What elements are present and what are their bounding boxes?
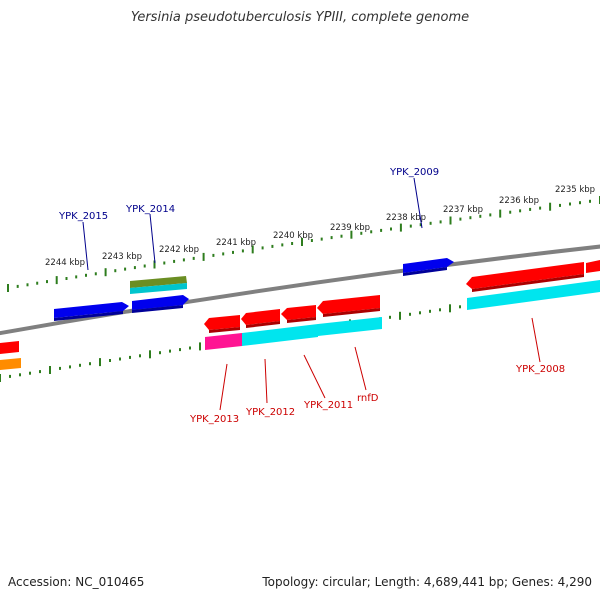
label-leader-lines	[82, 177, 541, 411]
map-title: Yersinia pseudotuberculosis YPIII, compl…	[130, 10, 470, 25]
gene-feature-rnfd-cyan[interactable]	[318, 317, 382, 336]
ruler-tick-label: 2240 kbp	[273, 231, 313, 241]
gene-feature-ypk-2012-cyan[interactable]	[242, 324, 318, 346]
ruler-tick-label: 2236 kbp	[499, 196, 539, 206]
gene-feature-ypk-2012-shadow	[246, 321, 280, 328]
gene-feature-ypk-2011-shadow	[287, 317, 316, 323]
gene-feature-ypk-2013-shadow	[209, 327, 240, 333]
ruler-tick-label: 2238 kbp	[386, 213, 426, 223]
gene-feature-ypk-2009[interactable]	[403, 258, 454, 273]
gene-label-forward[interactable]: YPK_2015	[58, 211, 108, 222]
gene-feature-rnfd[interactable]	[317, 295, 380, 314]
genome-backbone	[0, 244, 600, 336]
gene-label-forward[interactable]: YPK_2014	[125, 204, 175, 215]
gene-feature-ypk-2014-blue-shadow	[132, 305, 183, 313]
accession-text: Accession: NC_010465	[8, 575, 145, 589]
reverse-features	[0, 260, 600, 370]
ruler-tick-label: 2237 kbp	[443, 205, 483, 215]
gene-feature-ypk-2014-cyan	[130, 283, 187, 294]
ruler-tick-label: 2239 kbp	[330, 223, 370, 233]
gene-feature-ypk-2009-shadow	[403, 267, 447, 276]
gene-label-reverse[interactable]: rnfD	[357, 393, 379, 404]
ruler-tick-label: 2244 kbp	[45, 258, 85, 268]
gene-feature-ypk-2015[interactable]	[54, 302, 129, 318]
gene-feature-ypk-2014-olive[interactable]	[130, 276, 187, 288]
gene-feature-ypk-2011[interactable]	[281, 305, 316, 320]
gene-label-reverse[interactable]: YPK_2012	[245, 407, 295, 418]
gene-feature-ypk-2012[interactable]	[241, 309, 280, 325]
ruler-tick-label: 2235 kbp	[555, 185, 595, 195]
gene-feature-ypk-2008-cyan[interactable]	[467, 280, 600, 310]
gene-feature-ypk-2015-shadow	[54, 311, 123, 321]
gene-feature-rnfd-shadow	[323, 308, 380, 317]
ruler-tick-label: 2243 kbp	[102, 252, 142, 262]
gene-feature-left-orange[interactable]	[0, 358, 21, 370]
ruler-tick-label: 2241 kbp	[216, 238, 256, 248]
gene-label-reverse[interactable]: YPK_2011	[303, 400, 353, 411]
genome-summary-text: Topology: circular; Length: 4,689,441 bp…	[262, 575, 592, 589]
gene-feature-ypk-2008-shadow	[472, 274, 584, 292]
gene-label-reverse[interactable]: YPK_2008	[515, 364, 565, 375]
outer-tick-ruler	[7, 196, 600, 292]
forward-features	[54, 258, 454, 321]
gene-feature-next-red[interactable]	[586, 260, 600, 273]
gene-feature-left-red[interactable]	[0, 341, 19, 354]
gene-feature-ypk-2013-magenta[interactable]	[205, 333, 242, 350]
gene-feature-ypk-2014-blue[interactable]	[132, 295, 189, 310]
gene-feature-ypk-2013[interactable]	[204, 315, 240, 330]
gene-label-reverse[interactable]: YPK_2013	[189, 414, 239, 425]
gene-label-forward[interactable]: YPK_2009	[389, 167, 439, 178]
gene-feature-ypk-2008[interactable]	[466, 262, 584, 289]
ruler-tick-label: 2242 kbp	[159, 245, 199, 255]
